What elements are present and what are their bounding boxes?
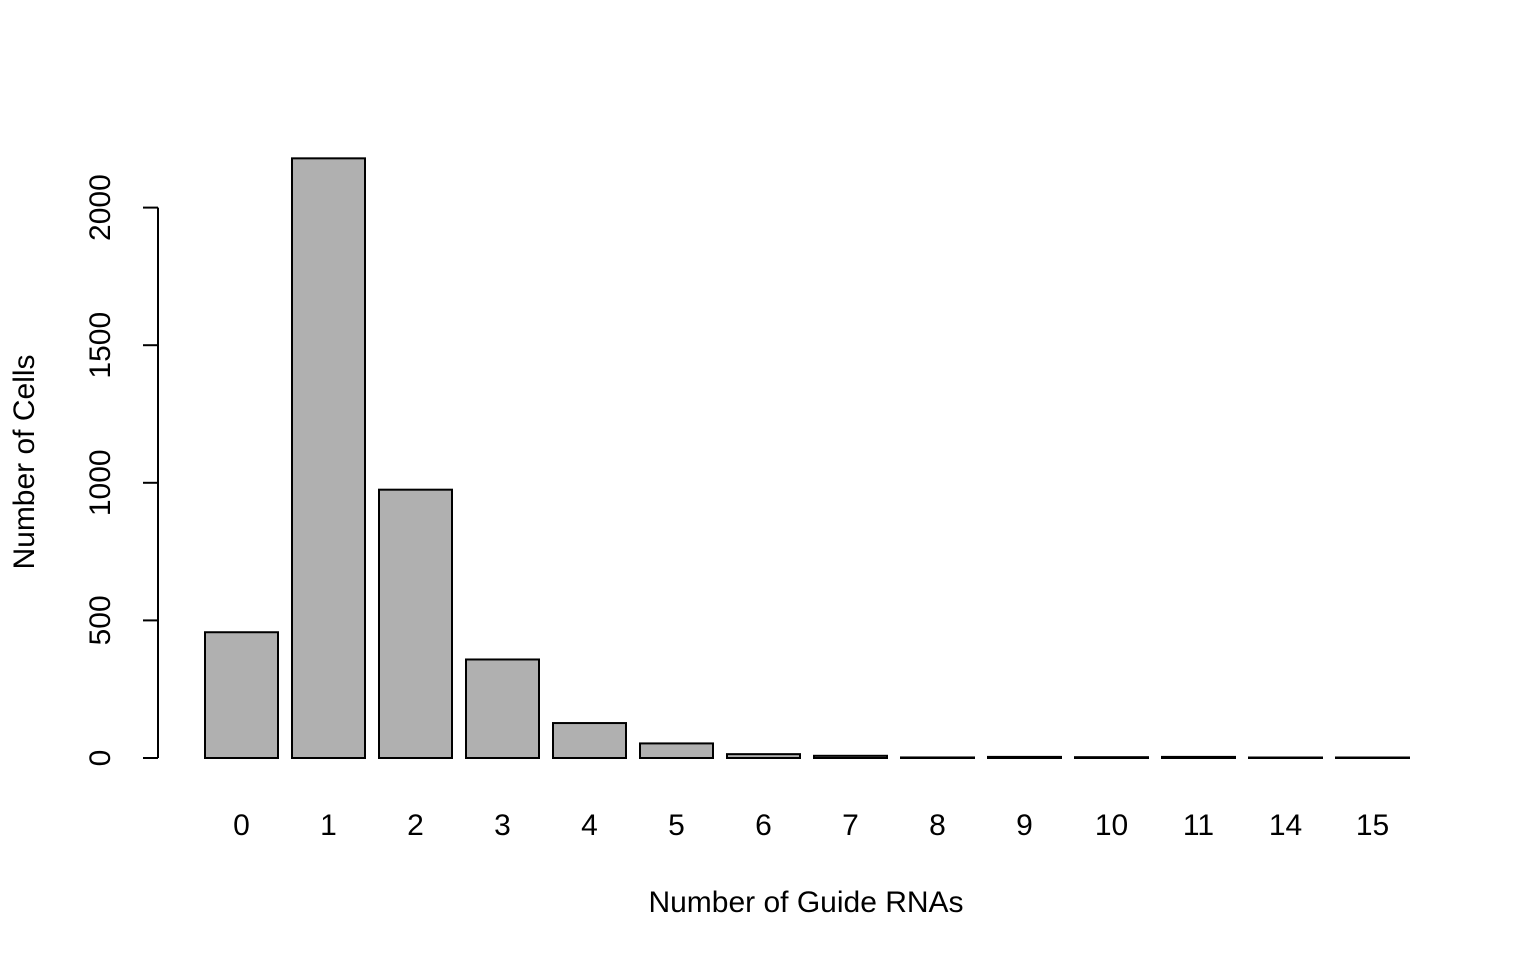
y-axis: 0 500 1000 1500 2000 xyxy=(84,174,159,767)
x-tick-label: 9 xyxy=(1016,809,1033,842)
x-tick-label: 4 xyxy=(581,809,598,842)
y-tick-label: 500 xyxy=(84,595,117,645)
y-axis-title: Number of Cells xyxy=(8,354,41,569)
bar-2 xyxy=(378,488,453,759)
bar-10 xyxy=(1074,756,1149,759)
bar-15 xyxy=(1335,756,1410,759)
y-tick-label: 1000 xyxy=(84,449,117,516)
bar-1 xyxy=(291,157,366,760)
x-tick-label: 6 xyxy=(755,809,772,842)
x-tick-labels: 0 1 2 3 4 5 6 7 8 9 10 11 14 15 xyxy=(233,809,1389,842)
x-tick-label: 5 xyxy=(668,809,685,842)
x-tick-label: 11 xyxy=(1183,809,1214,842)
bar-11 xyxy=(1161,755,1236,759)
bar-0 xyxy=(204,631,279,759)
bar-14 xyxy=(1248,756,1323,759)
x-tick-label: 14 xyxy=(1269,809,1302,842)
bar-4 xyxy=(552,722,627,760)
bar-9 xyxy=(987,755,1062,759)
bar-5 xyxy=(639,742,714,760)
y-tick-label: 1500 xyxy=(84,312,117,379)
y-tick-label: 0 xyxy=(84,750,117,767)
x-tick-label: 8 xyxy=(929,809,946,842)
bar-3 xyxy=(465,658,540,759)
bars-group xyxy=(204,157,1410,760)
bar-8 xyxy=(900,756,975,759)
x-tick-label: 3 xyxy=(494,809,511,842)
x-tick-label: 7 xyxy=(842,809,859,842)
x-tick-label: 10 xyxy=(1095,809,1128,842)
y-tick-label: 2000 xyxy=(84,174,117,241)
x-tick-label: 15 xyxy=(1356,809,1389,842)
x-tick-label: 2 xyxy=(407,809,424,842)
bar-7 xyxy=(813,754,888,760)
x-tick-label: 1 xyxy=(320,809,337,842)
bar-6 xyxy=(726,753,801,760)
x-axis-title: Number of Guide RNAs xyxy=(648,886,963,919)
x-tick-label: 0 xyxy=(233,809,250,842)
